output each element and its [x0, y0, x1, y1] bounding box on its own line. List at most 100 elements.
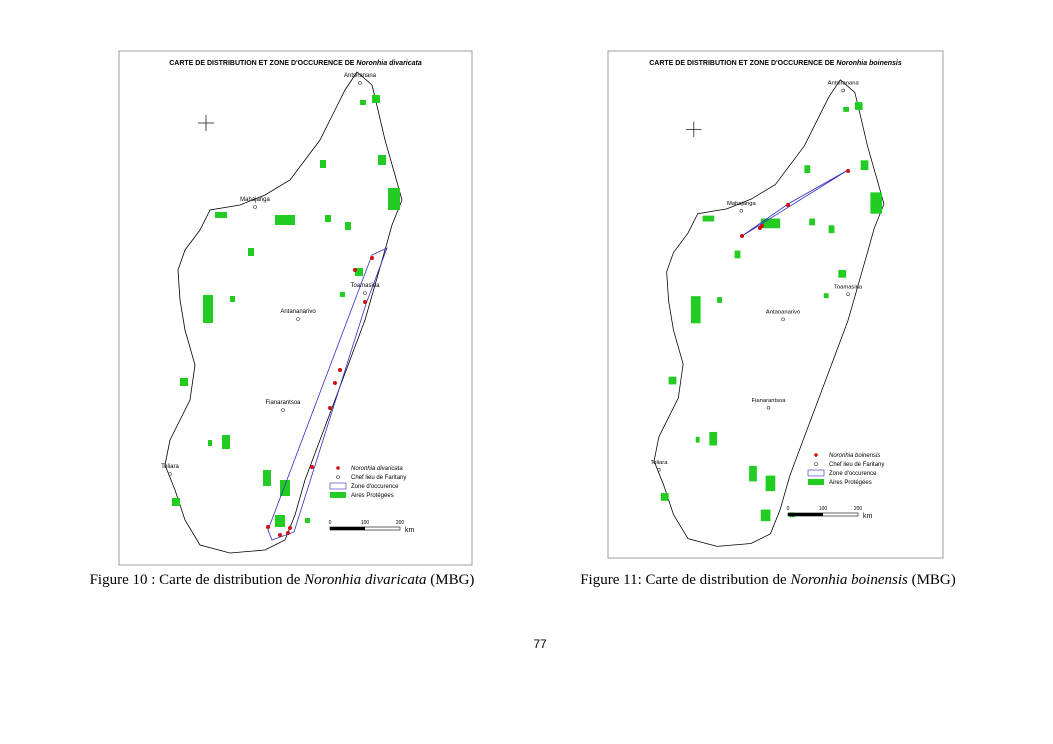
protected-area: [230, 296, 235, 302]
city-label: Antsiranana: [344, 73, 377, 79]
city-label: Mahajanga: [727, 201, 757, 207]
city-marker: [296, 317, 300, 321]
caption-text: Carte de distribution de: [159, 572, 301, 588]
map-title: CARTE DE DISTRIBUTION ET ZONE D'OCCURENC…: [649, 60, 902, 67]
protected-area: [275, 215, 295, 225]
protected-area: [660, 493, 669, 501]
protected-area: [870, 192, 882, 214]
island: Antsiranana Mahajanga Toamasina Antananariv…: [161, 71, 403, 554]
protected-area: [734, 250, 741, 259]
city-label: Antsiranana: [828, 81, 860, 87]
caption-label: Figure 11:: [580, 572, 642, 588]
scale-label: 100: [819, 506, 828, 512]
map-title-species: Noronhia boinensis: [836, 60, 901, 67]
city-marker: [358, 81, 362, 85]
protected-area: [765, 475, 776, 492]
protected-area: [804, 165, 811, 173]
city-label: Toliara: [161, 464, 179, 470]
legend-symbol: [329, 482, 347, 490]
caption-text: Carte de distribution de: [646, 572, 788, 588]
scale-bar-fill: [330, 527, 365, 530]
legend-symbol: [336, 475, 340, 479]
occurrence-point: [786, 203, 790, 207]
figure-caption: Figure 11: Carte de distribution de Noro…: [580, 572, 956, 588]
figure-caption: Figure 10 : Carte de distribution de Nor…: [90, 572, 475, 588]
caption-species: Noronhia boinensis: [789, 572, 908, 588]
occurrence-point: [338, 368, 342, 372]
legend-symbol: [808, 479, 824, 485]
city-marker: [781, 317, 785, 322]
scale-label: 0: [787, 506, 790, 512]
protected-area: [208, 440, 212, 446]
protected-area: [702, 215, 715, 222]
protected-area: [843, 107, 850, 112]
coastline: [653, 79, 885, 547]
protected-area: [355, 268, 363, 276]
occurrence-zone: [741, 169, 849, 237]
protected-area: [823, 293, 829, 299]
protected-area: [305, 518, 310, 523]
legend-label: Aires Protégées: [829, 480, 872, 486]
legend-label: Chef lieu de Faritany: [351, 475, 406, 481]
occurrence-point: [846, 169, 850, 173]
legend-label: Noronhia boinensis: [829, 453, 880, 459]
city-marker: [657, 468, 661, 472]
caption-source: (MBG): [430, 572, 474, 588]
protected-area: [378, 155, 386, 165]
page-number: 77: [533, 637, 547, 651]
legend-symbol: [330, 492, 346, 498]
scale-label: 100: [361, 520, 370, 526]
protected-area: [717, 297, 722, 303]
city-label: Antananarivo: [280, 309, 316, 315]
protected-area: [838, 269, 847, 278]
protected-area: [388, 188, 400, 210]
protected-area: [320, 160, 326, 168]
scale-unit: km: [863, 513, 873, 520]
city-marker: [168, 472, 172, 476]
scale-unit: km: [405, 527, 415, 534]
figure: CARTE DE DISTRIBUTION ET ZONE D'OCCURENC…: [580, 50, 956, 588]
map-title-text: CARTE DE DISTRIBUTION ET ZONE D'OCCURENC…: [649, 60, 835, 67]
occurrence-point: [310, 465, 314, 469]
occurrence-point: [286, 531, 290, 535]
protected-area: [203, 295, 213, 323]
city-label: Antananarivo: [766, 310, 800, 316]
occurrence-point: [363, 300, 367, 304]
protected-area: [372, 95, 380, 103]
occurrence-point: [333, 381, 337, 385]
protected-area: [172, 498, 180, 506]
protected-area: [360, 100, 366, 105]
legend-label: Zone d'occurence: [829, 471, 877, 477]
scale-label: 0: [329, 520, 332, 526]
caption-species: Noronhia divaricata: [303, 572, 426, 588]
protected-area: [760, 509, 771, 522]
coastline: [164, 71, 403, 554]
protected-area: [248, 248, 254, 256]
city-marker: [841, 88, 845, 93]
legend-symbol: [814, 462, 818, 466]
occurrence-point: [266, 525, 270, 529]
protected-area: [340, 292, 345, 297]
legend-symbol: [336, 466, 340, 470]
legend-label: Zone d'occurence: [351, 484, 399, 490]
protected-area: [690, 296, 701, 324]
map-title-text: CARTE DE DISTRIBUTION ET ZONE D'OCCURENC…: [169, 60, 355, 67]
figure: CARTE DE DISTRIBUTION ET ZONE D'OCCURENC…: [90, 50, 475, 588]
city-label: Toamasina: [350, 283, 380, 289]
protected-area: [695, 436, 700, 443]
caption-source: (MBG): [912, 572, 956, 588]
city-marker: [739, 209, 744, 213]
protected-area: [860, 160, 869, 171]
protected-area: [345, 222, 351, 230]
protected-area: [325, 215, 331, 222]
protected-area: [222, 435, 230, 449]
legend-label: Noronhia divaricata: [351, 466, 403, 472]
city-marker: [766, 405, 771, 410]
protected-area: [828, 225, 835, 234]
compass: [686, 121, 702, 138]
legend-symbol: [807, 469, 825, 477]
occurrence-point: [758, 226, 762, 230]
legend-label: Aires Protégées: [351, 493, 394, 499]
occurrence-point: [370, 256, 374, 260]
occurrence-point: [740, 234, 744, 238]
